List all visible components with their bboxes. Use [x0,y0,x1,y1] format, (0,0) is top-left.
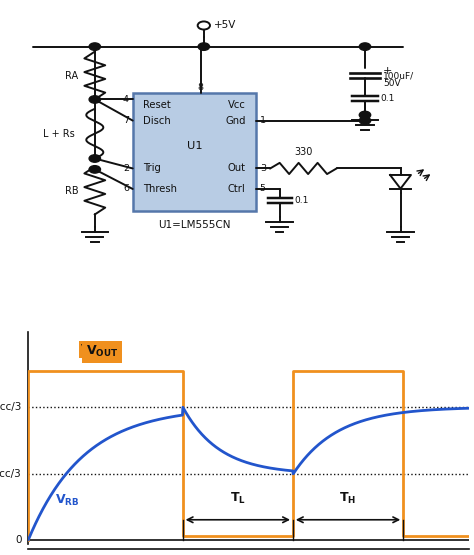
Circle shape [359,111,371,119]
Text: V: V [82,343,89,356]
Circle shape [89,155,100,162]
Text: 8: 8 [198,83,203,92]
Text: 0.1: 0.1 [380,94,394,103]
Text: 50V: 50V [383,79,401,88]
Text: Out: Out [228,164,246,174]
Circle shape [198,43,210,51]
Text: 2: 2 [123,164,129,173]
Text: 7: 7 [123,116,129,125]
Text: Vcc: Vcc [228,100,246,110]
Text: RA: RA [65,70,78,80]
Text: L + Rs: L + Rs [43,129,75,139]
Text: Ctrl: Ctrl [228,184,246,194]
Text: 330: 330 [294,147,312,157]
Text: RB: RB [64,185,78,195]
Text: 100uF/: 100uF/ [383,71,414,80]
Text: $\mathbf{T_L}$: $\mathbf{T_L}$ [230,491,246,506]
Text: Trig: Trig [143,164,161,174]
Text: U1=LM555CN: U1=LM555CN [158,220,230,230]
Text: Gnd: Gnd [225,115,246,125]
Text: $\mathbf{V_{RB}}$: $\mathbf{V_{RB}}$ [55,492,79,507]
Text: +: + [383,66,392,76]
Text: Vcc/3: Vcc/3 [0,470,22,480]
Text: OUT: OUT [98,345,117,354]
Circle shape [89,165,100,173]
Circle shape [359,117,371,124]
Text: 2Vcc/3: 2Vcc/3 [0,402,22,412]
Text: Thresh: Thresh [143,184,177,194]
Text: +5V: +5V [214,21,237,31]
Circle shape [359,43,371,51]
Text: $\mathbf{V_{OUT}}$: $\mathbf{V_{OUT}}$ [86,344,118,359]
Text: 1: 1 [260,116,266,125]
Text: 5: 5 [260,184,266,194]
Text: 0: 0 [15,534,22,544]
Circle shape [89,95,100,103]
Text: 4: 4 [123,95,129,104]
FancyBboxPatch shape [133,93,256,211]
Text: U1: U1 [187,141,202,151]
Text: Reset: Reset [143,100,171,110]
Text: 3: 3 [260,164,266,173]
Circle shape [89,43,100,51]
Text: 6: 6 [123,184,129,194]
Text: $\mathbf{T_H}$: $\mathbf{T_H}$ [339,491,356,506]
Text: Disch: Disch [143,115,171,125]
Text: 0.1: 0.1 [294,196,308,205]
